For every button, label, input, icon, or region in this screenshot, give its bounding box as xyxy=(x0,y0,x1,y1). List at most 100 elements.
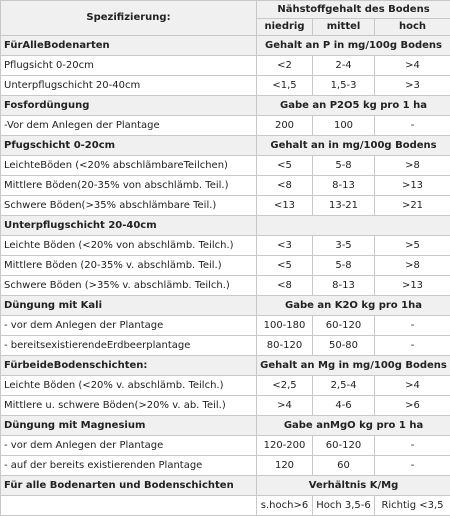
table-row: Mittlere Böden (20-35% v. abschlämb. Tei… xyxy=(1,256,450,276)
value-low: <13 xyxy=(257,196,313,216)
row-label: - vor dem Anlegen der Plantage xyxy=(1,436,257,456)
section-value: Gabe anMgO kg pro 1 ha xyxy=(257,416,450,436)
value-mid: 5-8 xyxy=(313,156,375,176)
value-low: <5 xyxy=(257,156,313,176)
value-low: 120-200 xyxy=(257,436,313,456)
row-label: Mittlere u. schwere Böden(>20% v. ab. Te… xyxy=(1,396,257,416)
row-label: Leichte Böden (<20% v. abschlämb. Teilch… xyxy=(1,376,257,396)
section-row: FürbeideBodenschichten:Gehalt an Mg in m… xyxy=(1,356,450,376)
value-high: - xyxy=(375,436,450,456)
value-high: >6 xyxy=(375,396,450,416)
section-label: Pfugschicht 0-20cm xyxy=(1,136,257,156)
value-low: 80-120 xyxy=(257,336,313,356)
section-value: Gehalt an Mg in mg/100g Bodens xyxy=(257,356,450,376)
value-mid: 60 xyxy=(313,456,375,476)
value-high: Richtig <3,5 xyxy=(375,496,450,516)
value-low: s.hoch>6 xyxy=(257,496,313,516)
value-high: >13 xyxy=(375,176,450,196)
value-low: <2,5 xyxy=(257,376,313,396)
row-label: LeichteBöden (<20% abschlämbareTeilchen) xyxy=(1,156,257,176)
value-mid: 100 xyxy=(313,116,375,136)
row-label: - vor dem Anlegen der Plantage xyxy=(1,316,257,336)
section-row: Unterpflugschicht 20-40cm xyxy=(1,216,450,236)
row-label xyxy=(1,496,257,516)
level-high-header: hoch xyxy=(375,19,450,36)
row-label: Leichte Böden (<20% von abschlämb. Teilc… xyxy=(1,236,257,256)
section-value xyxy=(257,216,450,236)
value-low: 120 xyxy=(257,456,313,476)
value-mid: Hoch 3,5-6 xyxy=(313,496,375,516)
nutrient-content-header: Nähstoffgehalt des Bodens xyxy=(257,1,450,19)
value-high: >5 xyxy=(375,236,450,256)
value-mid: 1,5-3 xyxy=(313,76,375,96)
table-row: Mittlere u. schwere Böden(>20% v. ab. Te… xyxy=(1,396,450,416)
section-value: Gehalt an P in mg/100g Bodens xyxy=(257,36,450,56)
section-value: Gabe an K2O kg pro 1ha xyxy=(257,296,450,316)
section-value: Gehalt an in mg/100g Bodens xyxy=(257,136,450,156)
table-row: Mittlere Böden(20-35% von abschlämb. Tei… xyxy=(1,176,450,196)
row-label: Schwere Böden(>35% abschlämbare Teil.) xyxy=(1,196,257,216)
row-label: - auf der bereits existierenden Plantage xyxy=(1,456,257,476)
table-row: LeichteBöden (<20% abschlämbareTeilchen)… xyxy=(1,156,450,176)
value-low: 200 xyxy=(257,116,313,136)
section-label: Düngung mit Magnesium xyxy=(1,416,257,436)
value-low: <8 xyxy=(257,176,313,196)
value-mid: 5-8 xyxy=(313,256,375,276)
value-mid: 8-13 xyxy=(313,176,375,196)
value-high: - xyxy=(375,336,450,356)
value-mid: 13-21 xyxy=(313,196,375,216)
section-label: FürbeideBodenschichten: xyxy=(1,356,257,376)
value-mid: 60-120 xyxy=(313,316,375,336)
level-low-header: niedrig xyxy=(257,19,313,36)
value-mid: 50-80 xyxy=(313,336,375,356)
row-label: Pflugsicht 0-20cm xyxy=(1,56,257,76)
value-low: <2 xyxy=(257,56,313,76)
row-label: Schwere Böden (>35% v. abschlämb. Teilch… xyxy=(1,276,257,296)
value-mid: 60-120 xyxy=(313,436,375,456)
section-label: Unterpflugschicht 20-40cm xyxy=(1,216,257,236)
value-high: >21 xyxy=(375,196,450,216)
value-high: - xyxy=(375,456,450,476)
value-high: >3 xyxy=(375,76,450,96)
level-mid-header: mittel xyxy=(313,19,375,36)
table-row: Schwere Böden (>35% v. abschlämb. Teilch… xyxy=(1,276,450,296)
row-label: Mittlere Böden (20-35% v. abschlämb. Tei… xyxy=(1,256,257,276)
value-mid: 8-13 xyxy=(313,276,375,296)
value-low: <3 xyxy=(257,236,313,256)
value-high: >8 xyxy=(375,156,450,176)
value-low: 100-180 xyxy=(257,316,313,336)
section-label: FürAlleBodenarten xyxy=(1,36,257,56)
spec-column-header: Spezifizierung: xyxy=(1,1,257,36)
value-low: >4 xyxy=(257,396,313,416)
value-low: <8 xyxy=(257,276,313,296)
value-high: >8 xyxy=(375,256,450,276)
value-mid: 2,5-4 xyxy=(313,376,375,396)
value-low: <1,5 xyxy=(257,76,313,96)
value-mid: 4-6 xyxy=(313,396,375,416)
row-label: -Vor dem Anlegen der Plantage xyxy=(1,116,257,136)
value-mid: 3-5 xyxy=(313,236,375,256)
table-row: Leichte Böden (<20% von abschlämb. Teilc… xyxy=(1,236,450,256)
row-label: Unterpflugschicht 20-40cm xyxy=(1,76,257,96)
section-value: Gabe an P2O5 kg pro 1 ha xyxy=(257,96,450,116)
value-mid: 2-4 xyxy=(313,56,375,76)
row-label: Mittlere Böden(20-35% von abschlämb. Tei… xyxy=(1,176,257,196)
row-label: - bereitsexistierendeErdbeerplantage xyxy=(1,336,257,356)
value-high: >4 xyxy=(375,376,450,396)
value-high: >4 xyxy=(375,56,450,76)
value-low: <5 xyxy=(257,256,313,276)
section-label: Düngung mit Kali xyxy=(1,296,257,316)
value-high: - xyxy=(375,116,450,136)
